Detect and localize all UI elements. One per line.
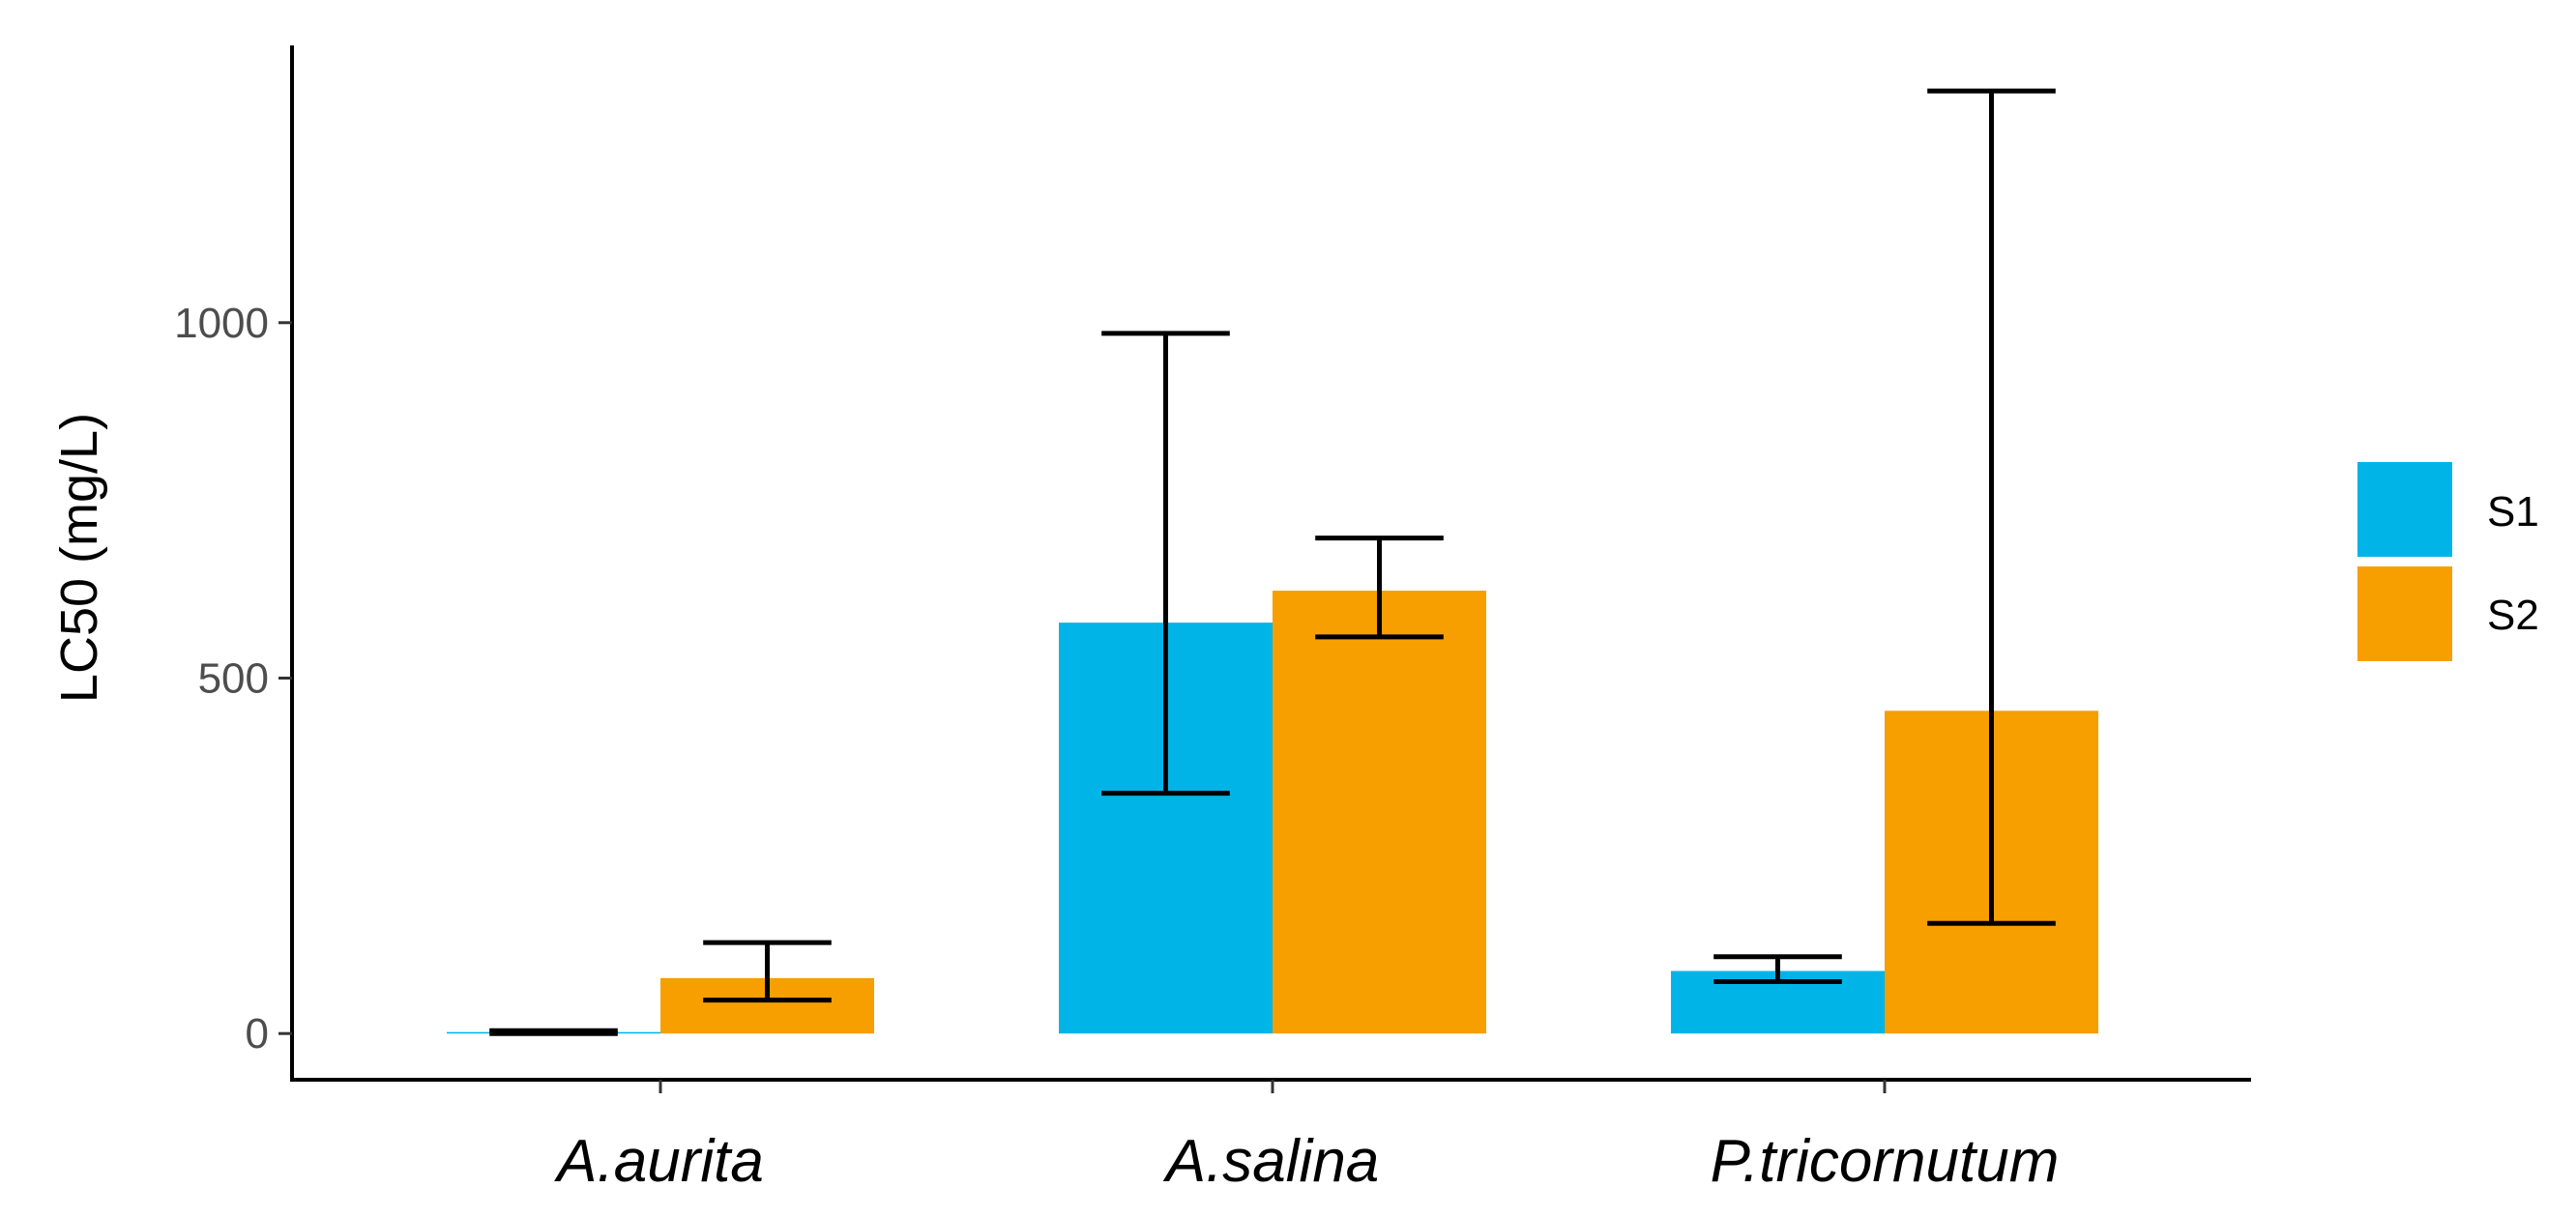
errorbar-s1-1: [489, 1028, 618, 1036]
errorbar-s2-2: [1315, 536, 1444, 640]
errorbar-s2-1: [703, 940, 832, 1003]
errorbar-s1-2: [1101, 331, 1230, 797]
x-ticks: A.aurita A.salina P.tricornutum: [553, 1080, 2059, 1195]
legend-swatch-s1: [2357, 462, 2452, 557]
x-tick-label: P.tricornutum: [1711, 1128, 2060, 1195]
legend-swatch-s2: [2357, 566, 2452, 661]
bars-layer: [447, 591, 2098, 1034]
errorbar-s2-3: [1927, 88, 2056, 926]
y-tick-label: 500: [198, 655, 269, 703]
y-axis-title: LC50 (mg/L): [50, 413, 108, 703]
x-tick-label: A.salina: [1162, 1128, 1380, 1195]
legend-label-s1: S1: [2487, 488, 2539, 536]
y-ticks: 0 500 1000: [174, 300, 292, 1058]
y-tick-label: 1000: [174, 300, 269, 347]
y-tick-label: 0: [246, 1010, 269, 1058]
legend-label-s2: S2: [2487, 592, 2539, 639]
x-tick-label: A.aurita: [553, 1128, 764, 1195]
errorbars-layer: [489, 88, 2056, 1036]
bar-s2-2: [1273, 591, 1486, 1034]
legend: S1 S2: [2357, 462, 2539, 661]
errorbar-s1-3: [1713, 954, 1842, 985]
